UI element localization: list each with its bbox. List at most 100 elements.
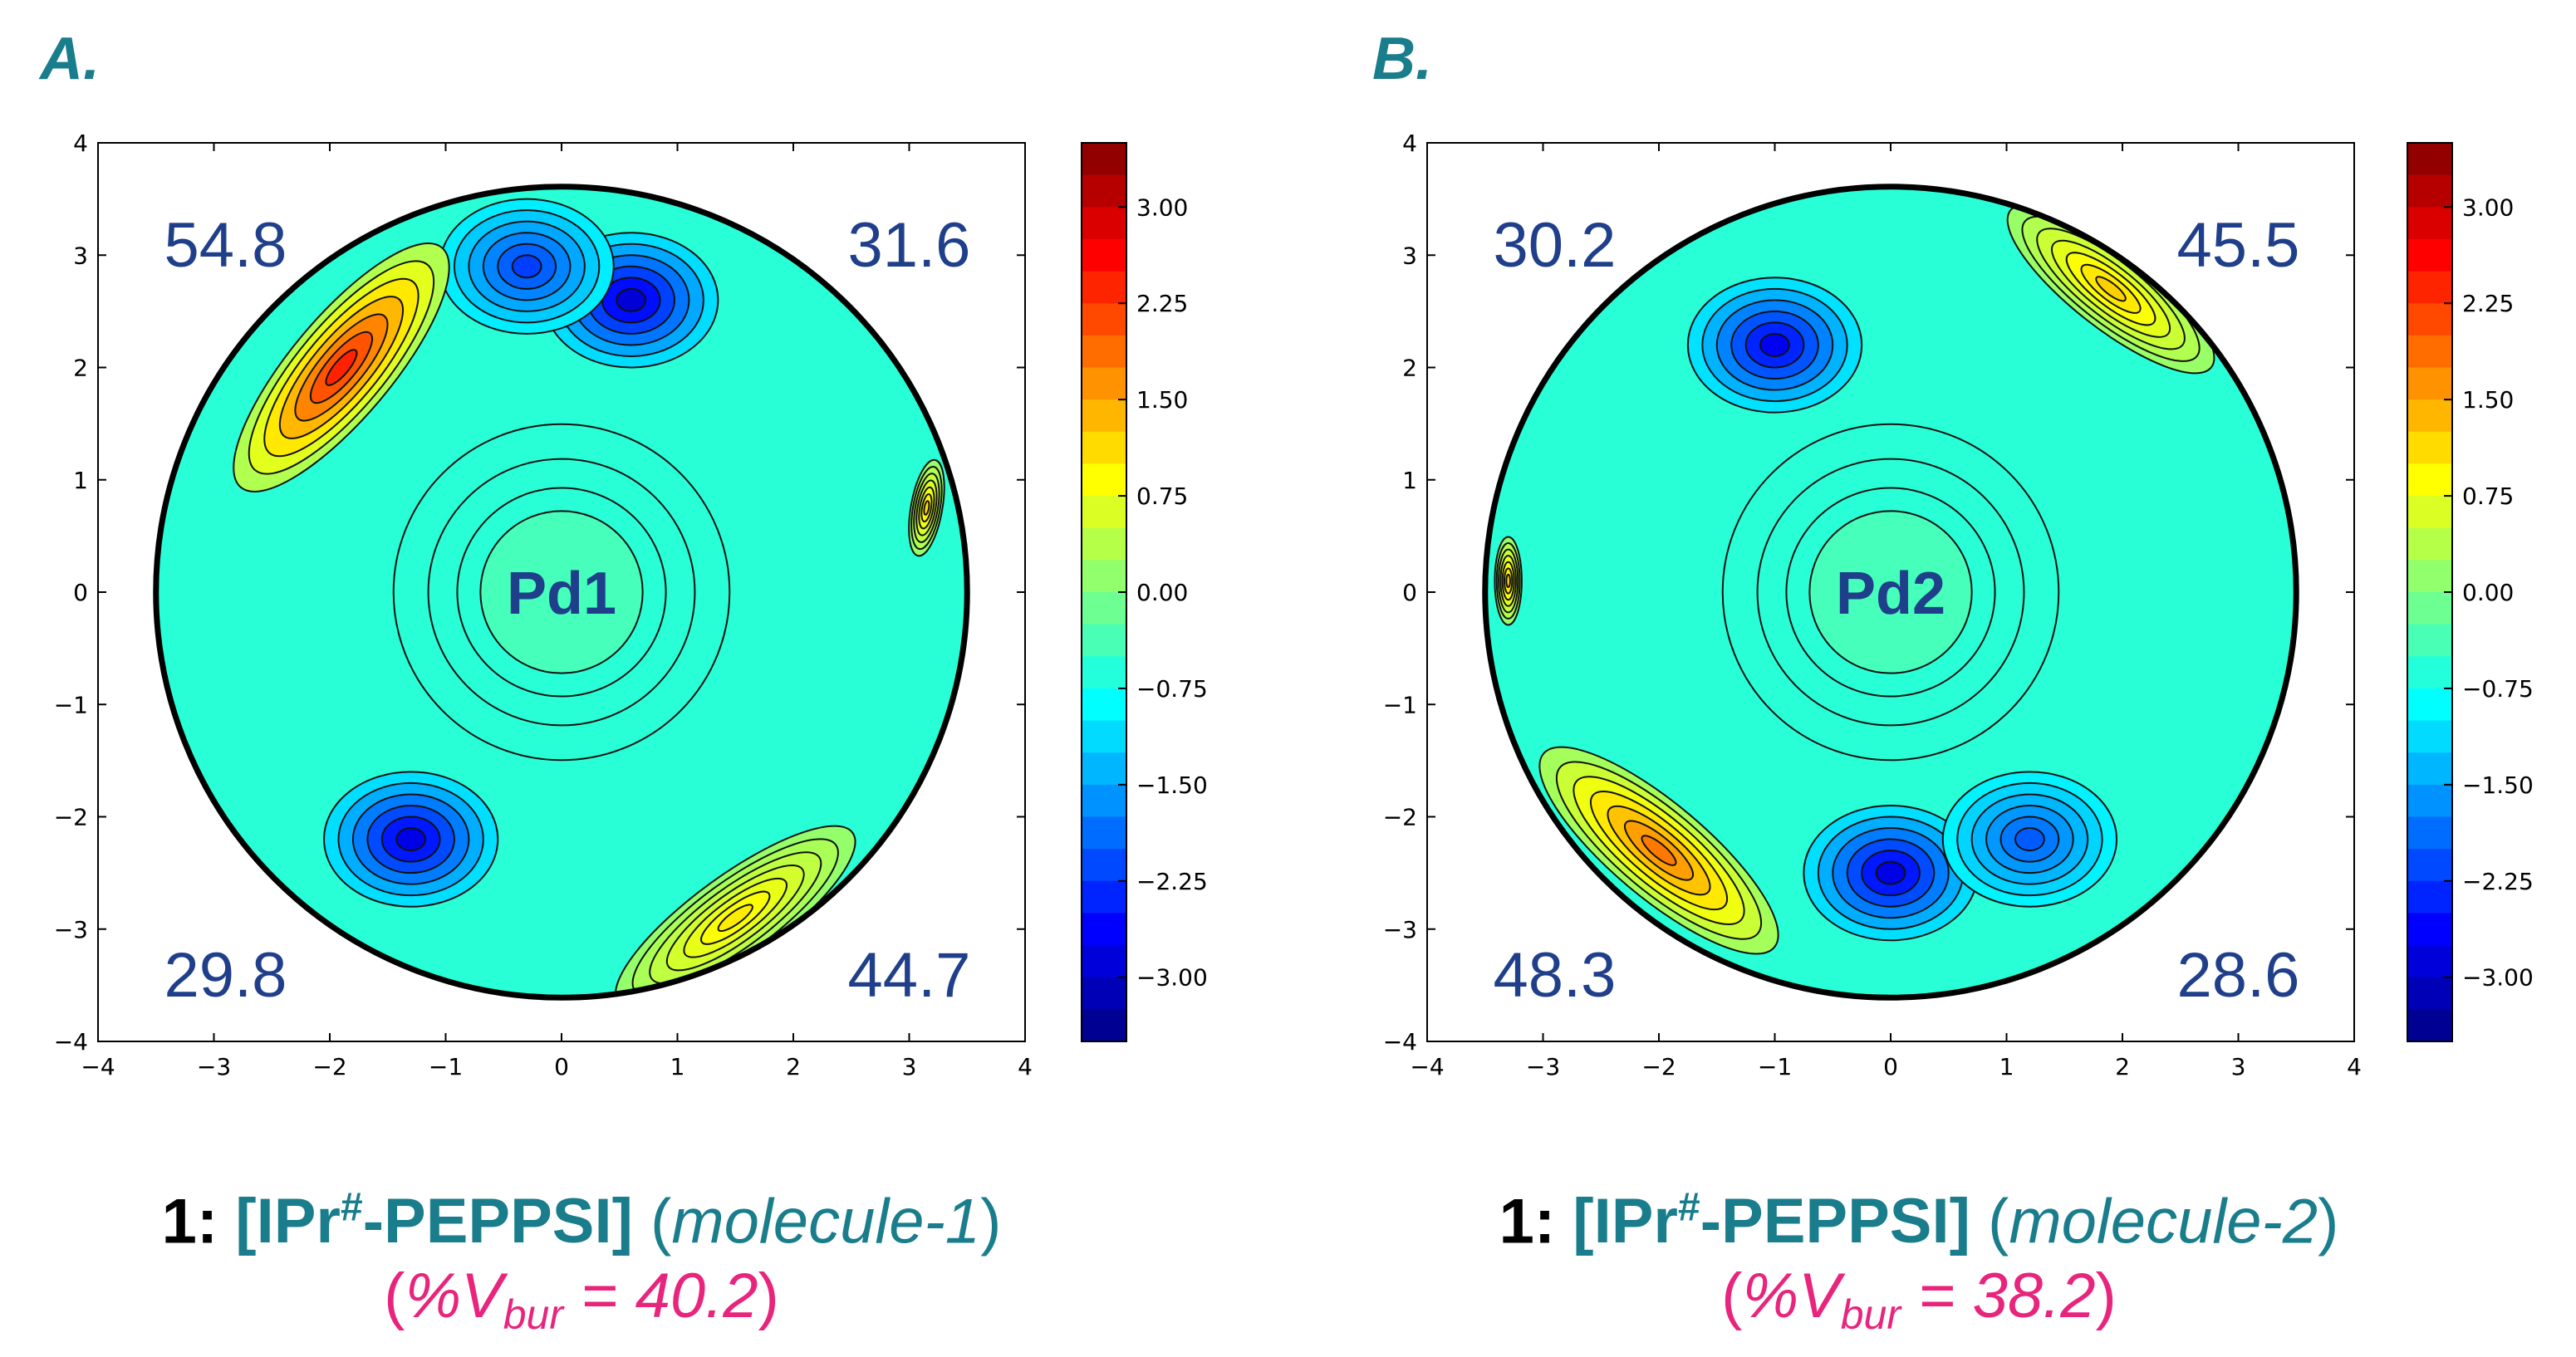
y-tick-label: −4 [54, 1028, 88, 1056]
coldspot-0-ring [1759, 332, 1790, 357]
colorbar-band [2407, 1009, 2452, 1042]
center-ring-1 [427, 458, 696, 727]
colorbar-band [1082, 784, 1126, 818]
caption-b: 1: [IPr#-PEPPSI] (molecule-2) (%Vbur = 3… [1499, 1186, 2339, 1339]
quadrant-value-bottom-left: 29.8 [164, 940, 287, 1011]
quadrant-value-bottom-right: 28.6 [2177, 940, 2300, 1011]
center-ring-0 [392, 423, 731, 762]
y-tick-label: 0 [1402, 579, 1417, 606]
caption-b-molecule: molecule-2 [2009, 1186, 2318, 1257]
map-boundary [153, 184, 970, 1001]
colorbar-tick-label: −0.75 [1136, 675, 1208, 703]
colorbar-band [2407, 977, 2452, 1010]
colorbar-tick-label: 1.50 [1136, 386, 1188, 414]
colorbar-band [1082, 656, 1126, 689]
y-tick-label: 2 [1402, 355, 1417, 382]
y-tick-label: 2 [73, 355, 88, 382]
y-tick-label: 1 [73, 467, 88, 494]
x-tick-label: −1 [429, 1053, 463, 1080]
colorbar-tick-label: −2.25 [1136, 868, 1208, 895]
colorbar-band [1082, 1009, 1126, 1042]
colorbar-tick-label: −0.75 [2462, 675, 2534, 703]
hotspot-1-ring [717, 904, 753, 933]
colorbar-band [2407, 913, 2452, 946]
x-tick-label: 1 [670, 1053, 685, 1080]
caption-b-number: 1: [1499, 1186, 1556, 1257]
center-ring-0 [1721, 423, 2060, 762]
colorbar-band [1082, 303, 1126, 336]
colorbar-band [1082, 496, 1126, 529]
x-tick-label: −4 [1410, 1053, 1444, 1080]
y-tick-label: 4 [73, 130, 88, 157]
x-tick-label: −4 [81, 1053, 115, 1080]
caption-b-catalyst-end: -PEPPSI] [1700, 1186, 1970, 1257]
quadrant-value-top-right: 45.5 [2177, 210, 2300, 281]
caption-a-catalyst-end: -PEPPSI] [362, 1186, 633, 1257]
caption-a-molecule: molecule-1 [671, 1186, 981, 1257]
caption-b-vbur-value: = 38.2 [1901, 1261, 2096, 1332]
panel-label-a: A. [40, 26, 100, 92]
y-tick-label: −2 [1383, 804, 1417, 831]
caption-a: 1: [IPr#-PEPPSI] (molecule-1) (%Vbur = 4… [161, 1186, 1002, 1339]
colorbar-band [2407, 688, 2452, 722]
coldspot-2-ring [2014, 827, 2045, 852]
colorbar-band [1082, 174, 1126, 208]
colorbar-tick-label: −1.50 [1136, 772, 1208, 799]
y-tick-label: 3 [1402, 242, 1417, 269]
colorbar-tick-label: 0.75 [1136, 483, 1188, 510]
caption-a-vbur-prefix: %V [405, 1261, 503, 1332]
center-ring-2 [1785, 487, 1996, 698]
colorbar-tick-label: 2.25 [1136, 290, 1188, 317]
colorbar-band [2407, 880, 2452, 914]
caption-b-vbur-prefix: %V [1742, 1261, 1841, 1332]
y-tick-label: −3 [54, 916, 88, 943]
panel-label-b: B. [1372, 26, 1432, 92]
caption-b-paren-close: ) [2318, 1186, 2339, 1257]
x-tick-label: 2 [786, 1053, 801, 1080]
quadrant-value-top-right: 31.6 [848, 210, 971, 281]
colorbar-tick-label: 2.25 [2462, 290, 2514, 317]
colorbar-band [1082, 399, 1126, 433]
center-label: Pd1 [507, 561, 616, 627]
quadrant-value-bottom-right: 44.7 [848, 940, 971, 1011]
colorbar-band [2407, 335, 2452, 369]
y-tick-label: −4 [1383, 1028, 1417, 1056]
center-core [1808, 510, 1973, 674]
colorbar-band [2407, 174, 2452, 208]
colorbar-band [1082, 463, 1126, 497]
colorbar-tick-label: 0.00 [1136, 579, 1188, 606]
colorbar-band [1082, 752, 1126, 786]
colorbar-band [1082, 849, 1126, 882]
colorbar-band [2407, 784, 2452, 818]
colorbar-band [2407, 496, 2452, 529]
quadrant-value-top-left: 30.2 [1493, 210, 1616, 281]
hotspot-0-ring [325, 349, 358, 386]
colorbar-band [1082, 143, 1126, 176]
colorbar-band [1082, 880, 1126, 914]
caption-b-sup: # [1678, 1186, 1700, 1230]
coldspot-2-ring [511, 254, 542, 279]
map-boundary [1482, 184, 2299, 1001]
caption-a-paren-open: ( [650, 1186, 672, 1257]
colorbar-band [2407, 207, 2452, 240]
colorbar-band [2407, 752, 2452, 786]
colorbar-band [2407, 720, 2452, 753]
colorbar-band [2407, 656, 2452, 689]
x-tick-label: −2 [312, 1053, 346, 1080]
center-ring-1 [1756, 458, 2025, 727]
x-tick-label: 3 [2231, 1053, 2246, 1080]
colorbar-band [1082, 688, 1126, 722]
colorbar-band [1082, 527, 1126, 561]
colorbar-band [2407, 624, 2452, 657]
hotspot-1-ring [1641, 835, 1677, 866]
colorbar-band [2407, 816, 2452, 850]
colorbar-band [1082, 945, 1126, 978]
x-tick-label: −3 [197, 1053, 231, 1080]
y-tick-label: 3 [73, 242, 88, 269]
colorbar-band [1082, 592, 1126, 625]
colorbar-band [1082, 207, 1126, 240]
center-core [479, 510, 644, 674]
colorbar-band [2407, 303, 2452, 336]
x-tick-label: 4 [2347, 1053, 2362, 1080]
